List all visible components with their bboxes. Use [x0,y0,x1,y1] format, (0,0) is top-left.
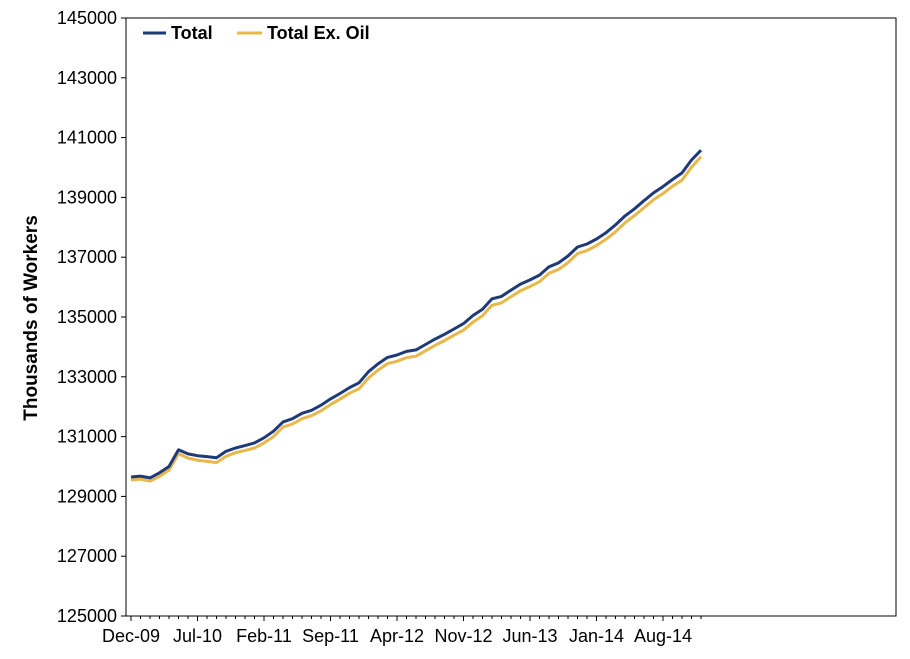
axes [121,17,897,621]
y-tick-label: 137000 [57,247,117,267]
y-axis-title: Thousands of Workers [21,215,42,421]
y-tick-label: 129000 [57,486,117,506]
y-tick-label: 139000 [57,187,117,207]
x-tick-label: Aug-14 [634,626,692,646]
series-line-total [130,149,703,480]
y-tick-label: 131000 [57,427,117,447]
legend: Total Total Ex. Oil [143,23,370,43]
x-tick-label: Feb-11 [236,626,292,646]
legend-label-total-ex-oil: Total Ex. Oil [267,23,370,43]
y-tick-label: 135000 [57,307,117,327]
tick-labels: 125000 127000 129000 131000 133000 135000 1370… [57,8,692,646]
y-tick-label: 141000 [57,128,117,148]
series-line-total-ex-oil [130,155,703,483]
x-tick-label: Sep-11 [302,626,359,646]
x-tick-label: Jul-10 [173,626,222,646]
series-layer [130,149,703,483]
y-tick-label: 127000 [57,546,117,566]
y-tick-label: 125000 [57,606,117,626]
y-tick-label: 133000 [57,367,117,387]
x-tick-label: Apr-12 [370,626,424,646]
x-tick-label: Nov-12 [434,626,492,646]
y-tick-label: 145000 [57,8,117,28]
y-tick-label: 143000 [57,68,117,88]
legend-label-total: Total [171,23,213,43]
x-tick-label: Jun-13 [502,626,557,646]
x-tick-label: Jan-14 [569,626,624,646]
x-tick-label: Dec-09 [102,626,160,646]
